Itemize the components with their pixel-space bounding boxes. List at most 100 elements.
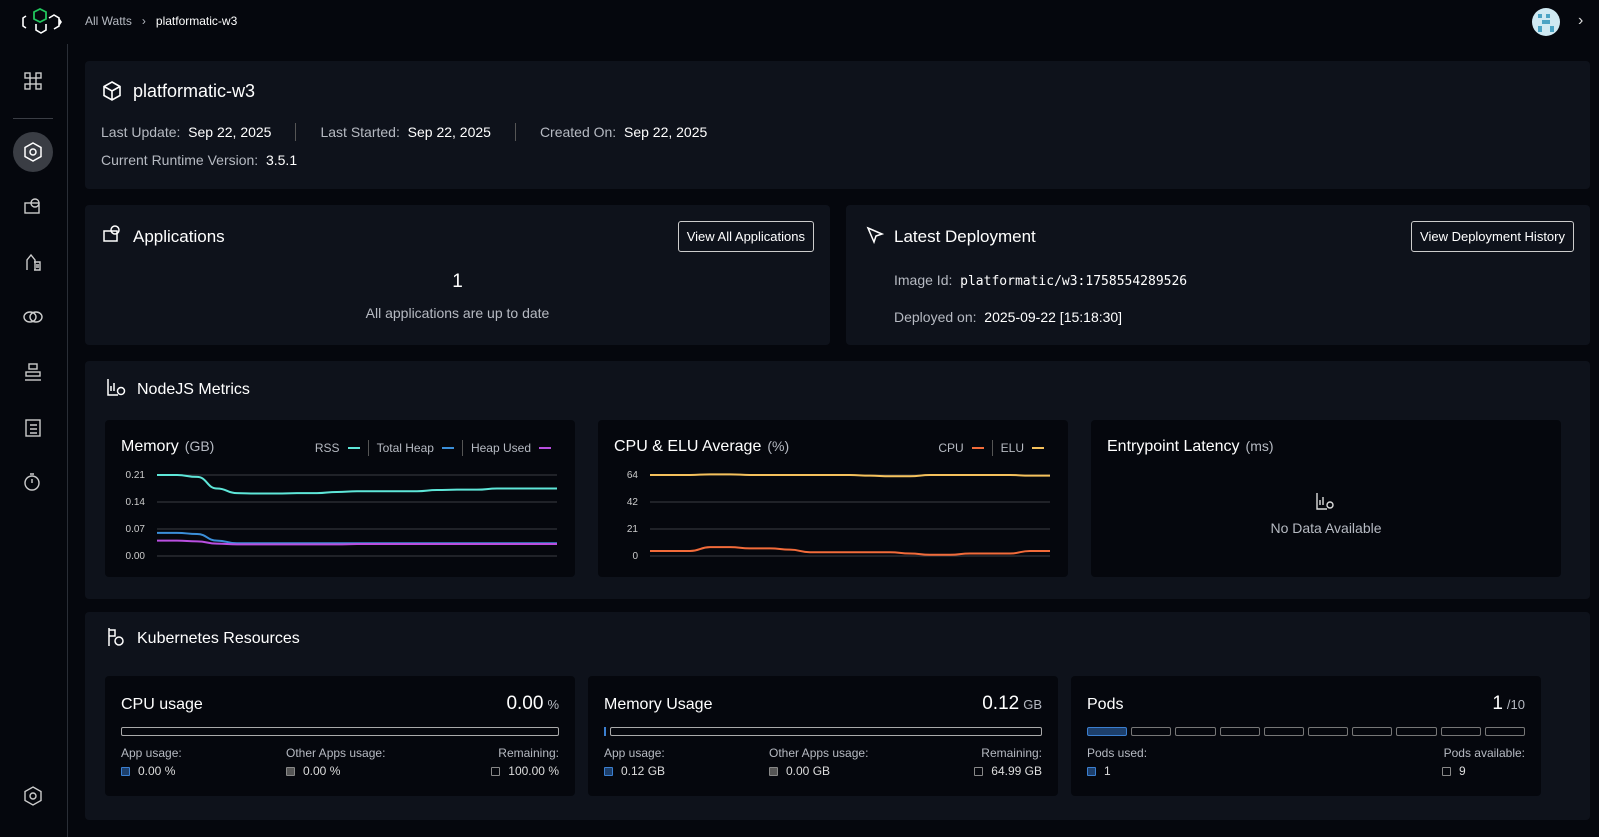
sidebar-item-watt-overview[interactable] [13,132,53,172]
cpu-elu-chart: CPU & ELU Average (%) CPU ELU 64 42 21 0 [598,420,1068,577]
pod-slot [1440,727,1481,736]
pods-panel: Pods 1/10 Pods used: 1 Pods available: 9 [1071,676,1541,796]
legend-swatch [441,447,454,449]
avatar[interactable] [1532,8,1560,36]
y-tick-label: 21 [627,524,639,535]
app-usage-value: 0.12 GB [621,764,666,778]
rocket-icon [866,226,884,244]
series-line-elu [650,473,1050,478]
legend-swatch [539,447,551,449]
memory-chart: Memory (GB) RSS Total Heap Heap Used 0.21 0.… [105,420,575,577]
sidebar-item-settings[interactable] [13,776,53,816]
remaining-label: Remaining: [498,746,559,760]
runtime-value: 3.5.1 [265,152,298,168]
sidebar-item-logs[interactable] [13,242,53,282]
memory-plot: 0.21 0.14 0.07 0.00 [126,470,557,562]
chevron-right-icon[interactable]: › [1578,12,1584,29]
cpu-usage-bar [121,727,559,736]
chart-gear-icon [107,379,126,396]
y-tick-label: 0.21 [126,470,146,481]
sidebar-item-stack[interactable] [13,352,53,392]
series-line-total-heap [157,531,557,545]
image-id-label: Image Id: [894,272,953,288]
chart-legend: CPU ELU [938,440,1052,456]
chart-title: CPU & ELU Average [614,438,762,455]
meta-row: Last Update: Sep 22, 2025 Last Started: … [101,123,707,141]
legend-item: ELU [1000,441,1024,455]
breadcrumb-all-watts[interactable]: All Watts [85,14,132,28]
series-line-cpu [650,546,1050,556]
legend-swatch [347,447,360,449]
pod-slot-used [1087,727,1128,736]
cpu-usage-panel: CPU usage 0.00% App usage: 0.00 % Other … [105,676,575,796]
platformatic-logo[interactable] [20,8,62,36]
cpu-usage-value: 0.00 [506,693,544,714]
pod-slot [1263,727,1305,736]
series-line-rss [157,474,557,495]
deployed-on-value: 2025-09-22 [15:18:30] [984,309,1123,325]
memory-usage-value: 0.12 [982,693,1020,714]
pods-used-count: 1 [1492,693,1503,714]
y-tick-label: 0 [632,551,638,562]
latest-deployment-card: Latest Deployment View Deployment Histor… [846,205,1590,345]
stack-icon [25,363,41,381]
other-apps-label: Other Apps usage: [769,746,869,760]
cube-icon [103,81,121,101]
remaining-value: 100.00 % [508,764,559,778]
view-all-applications-button[interactable]: View All Applications [677,221,814,252]
runtime-label: Current Runtime Version: [101,152,259,168]
last-update-label: Last Update: [101,124,181,140]
kubernetes-title: Kubernetes Resources [137,630,300,647]
legend-swatch [769,766,778,776]
app-usage-label: App usage: [121,746,182,760]
deployed-on-label: Deployed on: [894,309,977,325]
pods-used-label: Pods used: [1087,746,1148,760]
cpu-elu-plot: 64 42 21 0 [627,470,1050,562]
pod-slot [1484,727,1526,736]
sidebar-item-apps[interactable] [13,61,53,101]
other-apps-value: 0.00 GB [786,764,831,778]
other-apps-value: 0.00 % [303,764,341,778]
legend-swatch [491,766,501,776]
watt-header-card: platformatic-w3 Last Update: Sep 22, 202… [85,61,1590,189]
chart-unit: (GB) [184,438,215,454]
sidebar-item-checklist[interactable] [13,407,53,447]
created-label: Created On: [539,124,617,140]
runtime-row: Current Runtime Version: 3.5.1 [101,152,297,168]
pods-available-value: 9 [1459,764,1466,778]
legend-item: CPU [938,441,964,455]
app-usage-value: 0.00 % [138,764,176,778]
sidebar-item-connections[interactable] [13,297,53,337]
document-chart-icon [26,253,41,271]
pods-bar [1087,727,1526,736]
pod-slot [1352,727,1393,736]
pod-slot [1175,727,1216,736]
legend-swatch [1442,766,1451,776]
last-started-value: Sep 22, 2025 [407,124,491,140]
series-line-heap-used [157,539,557,546]
view-deployment-history-button[interactable]: View Deployment History [1411,221,1574,252]
kubernetes-resources-card: Kubernetes Resources CPU usage 0.00% App… [85,612,1590,820]
chart-unit: (ms) [1245,438,1274,454]
link-rings-icon [23,311,43,323]
legend-divider [367,440,369,456]
sidebar-item-schedules[interactable] [13,462,53,502]
entrypoint-latency-chart: Entrypoint Latency (ms) No Data Available [1091,420,1561,577]
chart-title: Entrypoint Latency [1107,438,1240,455]
divider [295,123,297,141]
sidebar-item-applications[interactable] [13,187,53,227]
remaining-value: 64.99 GB [991,764,1042,778]
pod-slot [1308,727,1349,736]
panel-title: Pods [1087,696,1124,713]
last-update-value: Sep 22, 2025 [188,124,272,140]
panel-title: CPU usage [121,696,203,713]
app-usage-label: App usage: [604,746,665,760]
image-id-value: platformatic/w3:1758554289526 [960,274,1188,289]
legend-swatch [1032,447,1044,449]
legend-item: Heap Used [470,441,531,455]
deployment-title: Latest Deployment [894,227,1036,246]
applications-count: 1 [452,271,463,292]
legend-swatch [286,766,295,776]
applications-status: All applications are up to date [365,305,550,321]
apps-gear-icon [103,225,120,242]
